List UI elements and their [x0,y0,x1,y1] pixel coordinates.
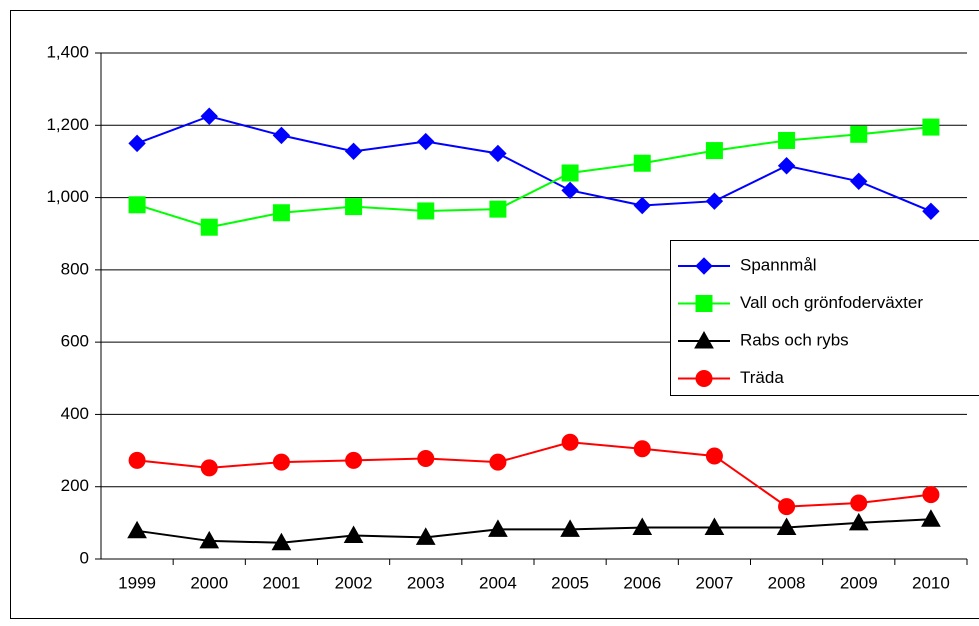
marker [705,447,723,465]
marker [272,204,290,222]
marker [489,144,507,163]
marker [343,525,364,544]
marker [694,330,714,349]
marker [489,453,507,471]
marker [695,257,713,275]
marker [345,198,363,216]
marker [705,142,723,160]
marker [417,450,435,468]
marker [850,172,868,191]
marker [417,202,435,220]
marker [128,196,146,214]
x-tick-label: 2005 [551,573,589,592]
legend-label: Träda [740,368,784,387]
marker [776,517,797,536]
x-tick-label: 2003 [407,573,445,592]
marker [633,440,651,458]
marker [922,486,940,504]
legend-label: Vall och grönfoderväxter [740,293,923,312]
marker [633,154,651,172]
marker [850,494,868,512]
marker [922,118,940,136]
marker [850,125,868,143]
y-tick-label: 1,400 [46,42,89,61]
marker [778,498,796,516]
marker [344,142,363,161]
x-tick-label: 2000 [190,573,228,592]
x-tick-label: 2002 [335,573,373,592]
legend-label: Rabs och rybs [740,330,849,349]
marker [345,451,363,469]
marker [200,218,218,236]
marker [695,295,713,312]
marker [561,433,579,451]
marker [127,520,147,539]
y-tick-label: 0 [80,548,89,567]
y-tick-label: 400 [61,404,89,423]
y-tick-label: 1,200 [46,115,89,134]
legend-box [670,240,979,396]
marker [272,453,290,471]
marker [200,107,218,125]
marker [488,519,508,537]
series-line [136,518,931,544]
marker [704,517,725,536]
series-line [136,126,932,229]
marker [922,202,940,221]
series-line [136,441,932,508]
x-tick-label: 2006 [623,573,661,592]
marker [128,134,146,153]
marker [415,527,436,545]
y-tick-label: 600 [61,332,89,351]
x-tick-label: 2007 [696,573,734,592]
x-tick-label: 2009 [840,573,878,592]
marker [200,459,218,477]
marker [417,132,435,151]
x-tick-label: 2001 [263,573,301,592]
marker [560,519,580,537]
marker [633,196,651,215]
marker [705,192,724,210]
marker [271,532,292,551]
marker [272,126,291,145]
marker [489,200,507,218]
marker [848,512,869,531]
marker [695,370,713,387]
marker [128,451,146,469]
marker [561,164,579,182]
y-tick-label: 200 [61,476,89,495]
x-tick-label: 2010 [912,573,950,592]
marker [778,131,796,149]
x-tick-label: 2008 [768,573,806,592]
y-tick-label: 1,000 [46,187,89,206]
series-line [136,115,932,213]
x-tick-label: 2004 [479,573,517,592]
marker [561,181,579,200]
marker [777,157,796,175]
y-tick-label: 800 [61,259,89,278]
marker [921,509,941,527]
x-tick-label: 1999 [118,573,156,592]
marker [632,517,653,536]
marker [199,530,220,549]
legend-label: Spannmål [740,255,817,274]
